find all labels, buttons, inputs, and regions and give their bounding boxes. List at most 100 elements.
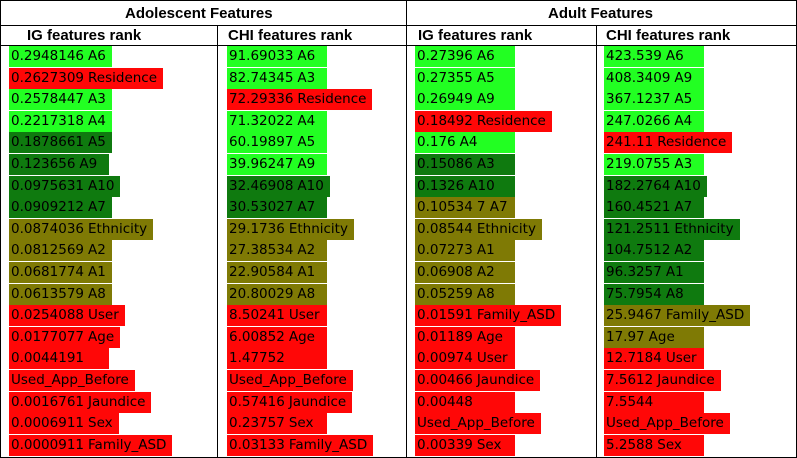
cell-value: 0.27355 [417,69,473,86]
table-cell: 0.57416 Jaundice [227,391,352,413]
cell-feature: A3 [476,156,495,172]
cell-feature: Jaundice [88,393,146,410]
cell-feature: A9 [476,91,495,108]
cell-value: 0.0000911 [11,436,85,453]
table-cell: 7.5544 [604,391,704,413]
cell-value: 0.01189 [417,328,473,345]
cell-value: 0.0016761 [11,393,85,410]
cell-feature: Age [476,328,503,345]
cell-feature: A7 [88,199,106,216]
cell-value: 160.4521 [606,199,671,216]
table-cell: 0.0874036 Ethnicity [9,218,153,240]
table-cell: 0.1326 A10 [415,175,515,197]
table-cell: 20.80029 A8 [227,283,327,305]
table-cell: 0.06908 A2 [415,262,515,283]
cell-feature: A8 [665,285,684,302]
cell-feature: A8 [88,285,106,302]
column-divider-3 [596,25,597,458]
ig-adolescent-header: IG features rank [27,27,142,44]
table-cell: 367.1237 A5 [604,89,704,111]
group-header-divider [0,25,797,26]
adult-features-header: Adult Features [548,5,654,22]
table-cell: 0.27355 A5 [415,67,515,89]
table-cell: 1.47752 [227,348,327,370]
cell-feature: Age [88,328,115,345]
cell-feature: User [288,307,320,324]
table-cell: 0.00339 Sex [415,434,515,456]
cell-feature: A1 [88,264,106,280]
table-cell: 0.2948146 A6 [9,46,112,67]
table-cell: 25.9467 Family_ASD [604,305,750,327]
table-cell: 8.50241 User [227,305,327,327]
table-cell: 0.0909212 A7 [9,197,112,219]
cell-value: 0.0254088 [11,307,85,324]
cell-feature: Residence [297,91,367,108]
cell-value: 0.10534 [417,199,473,216]
table-cell: 60.19897 A5 [227,132,327,154]
cell-feature: Ethnicity [476,220,536,237]
cell-value: 0.00339 [417,436,473,453]
cell-value: 0.0909212 [11,199,85,216]
table-cell: 408.3409 A9 [604,67,704,89]
cell-feature: Residence [88,69,158,86]
cell-feature: A5 [88,134,106,151]
cell-feature: Residence [476,112,546,129]
table-cell: 71.32022 A4 [227,110,327,132]
cell-value: 0.07273 [417,242,473,259]
cell-value: 182.2764 [606,177,671,194]
table-cell: 0.01189 Age [415,326,515,348]
table-cell: 72.29336 Residence [227,89,372,111]
table-cell: 0.05259 A8 [415,283,515,305]
table-cell: 0.18492 Residence [415,110,552,132]
cell-feature: A9 [79,156,98,172]
group-divider [406,0,407,458]
table-cell: 27.38534 A2 [227,240,327,262]
cell-feature: A2 [297,242,316,259]
table-cell: 12.7184 User [604,348,704,370]
cell-value: Used_App_Before [229,372,347,388]
cell-value: 39.96247 [229,156,294,172]
cell-feature: A1 [297,264,316,280]
cell-value: 0.123656 [11,156,76,172]
table-cell: 0.0613579 A8 [9,283,112,305]
table-cell: 75.7954 A8 [604,283,704,305]
table-cell: 241.11 Residence [604,132,732,154]
cell-value: 0.03133 [229,436,285,453]
table-cell: 423.539 A6 [604,46,704,67]
cell-feature: A2 [476,264,495,280]
cell-feature: User [476,350,508,367]
cell-value: 8.50241 [229,307,285,324]
table-cell: 91.69033 A6 [227,46,327,67]
table-cell: 0.07273 A1 [415,240,515,262]
cell-value: 241.11 [606,134,654,151]
cell-feature: Family_ASD [665,307,745,324]
cell-value: 82.74345 [229,69,294,86]
cell-value: 72.29336 [229,91,294,108]
cell-feature: User [665,350,697,367]
table-cell: 0.2627309 Residence [9,67,163,89]
cell-feature: A4 [674,112,693,129]
table-cell: 0.176 A4 [415,132,515,154]
cell-value: 0.05259 [417,285,473,302]
cell-feature: A4 [459,134,478,151]
cell-feature: A1 [476,242,495,259]
cell-value: 0.18492 [417,112,473,129]
chi-adolescent-header: CHI features rank [228,27,353,44]
cell-feature: Ethnicity [288,220,348,237]
cell-value: Used_App_Before [417,415,535,432]
cell-value: 0.27396 [417,48,473,64]
table-cell: 219.0755 A3 [604,154,704,175]
cell-value: 22.90584 [229,264,294,280]
cell-feature: Sex [288,415,314,432]
cell-value: 0.176 [417,134,456,151]
table-cell: 0.03133 Family_ASD [227,434,373,456]
cell-value: 0.23757 [229,415,285,432]
cell-value: 408.3409 [606,69,671,86]
cell-feature: Residence [657,134,727,151]
cell-value: 0.0812569 [11,242,85,259]
cell-feature: Age [288,328,315,345]
cell-feature: A6 [297,48,316,64]
table-cell: 0.2578447 A3 [9,89,112,111]
cell-feature: Jaundice [476,372,535,388]
cell-value: 0.0613579 [11,285,85,302]
